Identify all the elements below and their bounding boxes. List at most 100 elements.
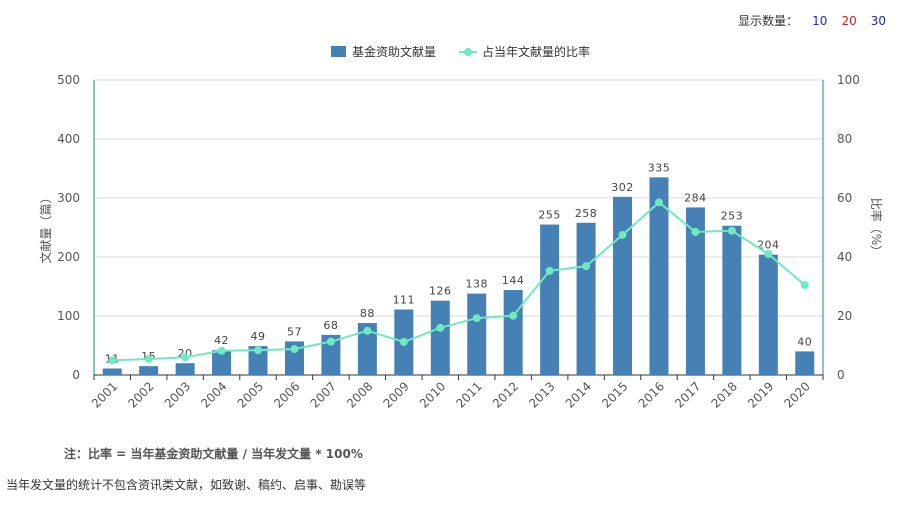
y2-tick-label: 80 <box>837 132 852 146</box>
bar-value-label: 253 <box>721 210 744 223</box>
ratio-point <box>144 355 153 364</box>
x-tick-label: 2018 <box>708 379 739 410</box>
y2-axis-title: 比率（%） <box>869 198 884 257</box>
ratio-point <box>290 345 299 354</box>
y-tick-label: 300 <box>57 191 80 205</box>
bar-value-label: 258 <box>575 207 598 220</box>
y2-tick-label: 100 <box>837 73 860 87</box>
bar-value-label: 204 <box>757 239 780 252</box>
formula-note: 注：比率 = 当年基金资助文献量 / 当年发文量 * 100% <box>64 447 363 461</box>
ratio-point <box>618 230 627 239</box>
x-tick-label: 2005 <box>235 379 266 410</box>
ratio-point <box>399 337 408 346</box>
y-tick-label: 200 <box>57 250 80 264</box>
legend-bar-label: 基金资助文献量 <box>352 44 436 59</box>
bar <box>758 254 778 375</box>
bar <box>248 346 268 375</box>
bar-value-label: 138 <box>465 278 488 291</box>
ratio-point <box>108 356 117 365</box>
x-tick-label: 2011 <box>453 379 484 410</box>
bar <box>613 196 633 375</box>
x-tick-label: 2015 <box>599 379 630 410</box>
bar <box>467 293 487 375</box>
x-tick-label: 2001 <box>89 379 120 410</box>
x-tick-label: 2013 <box>526 379 557 410</box>
bar <box>430 300 450 375</box>
bar <box>212 350 232 375</box>
y2-tick-label: 20 <box>837 309 852 323</box>
bar-value-label: 68 <box>323 319 338 332</box>
legend-line-marker <box>464 48 472 56</box>
y2-tick-label: 60 <box>837 191 852 205</box>
y2-tick-label: 40 <box>837 250 852 264</box>
bar-value-label: 284 <box>684 191 707 204</box>
ratio-point <box>181 353 190 362</box>
bar <box>540 224 560 375</box>
x-tick-label: 2006 <box>271 379 302 410</box>
bar <box>685 207 705 375</box>
y2-tick-label: 0 <box>837 368 845 382</box>
x-tick-label: 2014 <box>563 379 594 410</box>
ratio-point <box>654 198 663 207</box>
ratio-point <box>254 346 263 355</box>
ratio-point <box>217 346 226 355</box>
bar <box>649 177 669 375</box>
y-tick-label: 100 <box>57 309 80 323</box>
bar <box>139 366 159 375</box>
ratio-point <box>472 314 481 323</box>
display-count-label: 显示数量： <box>738 14 799 28</box>
bar-value-label: 40 <box>797 335 812 348</box>
y-axis-title: 文献量（篇） <box>38 191 53 263</box>
y-tick-label: 0 <box>72 368 80 382</box>
funding-chart: 0 100 200 300 400 500 0 20 40 60 80 100 2001 2002 2003… <box>38 44 884 411</box>
y-tick-label: 400 <box>57 132 80 146</box>
legend-bar-swatch <box>331 46 346 57</box>
x-tick-label: 2010 <box>417 379 448 410</box>
display-count-option-30[interactable]: 30 <box>870 13 886 28</box>
bar-value-label: 144 <box>502 274 525 287</box>
display-count-control: 显示数量： 10 20 30 <box>738 12 886 29</box>
bar-value-label: 111 <box>393 294 416 307</box>
bar <box>175 363 195 375</box>
bar <box>357 323 377 375</box>
bar <box>102 368 122 375</box>
x-tick-label: 2008 <box>344 379 375 410</box>
ratio-point <box>509 311 518 320</box>
x-tick-label: 2019 <box>745 379 776 410</box>
ratio-point <box>691 227 700 236</box>
x-tick-label: 2004 <box>198 379 229 410</box>
legend-line-label: 占当年文献量的比率 <box>482 44 590 59</box>
ratio-point <box>363 326 372 335</box>
x-tick-label: 2002 <box>125 379 156 410</box>
bar-value-label: 126 <box>429 285 452 298</box>
bar-value-label: 302 <box>611 181 634 194</box>
ratio-point <box>800 281 809 290</box>
ratio-point <box>545 266 554 275</box>
x-tick-label: 2003 <box>162 379 193 410</box>
ratio-point <box>582 262 591 271</box>
bar <box>722 225 742 375</box>
bar <box>503 290 523 375</box>
bar <box>321 334 341 375</box>
bar-value-label: 88 <box>360 307 375 320</box>
bar-value-label: 49 <box>251 330 266 343</box>
remark-note: 当年发文量的统计不包含资讯类文献，如致谢、稿约、启事、勘误等 <box>6 478 367 492</box>
ratio-point <box>436 323 445 332</box>
ratio-line <box>112 201 806 362</box>
x-tick-label: 2012 <box>490 379 521 410</box>
x-tick-label: 2007 <box>308 379 339 410</box>
x-tick-label: 2020 <box>781 379 812 410</box>
bar-value-label: 57 <box>287 325 302 338</box>
x-tick-label: 2016 <box>636 379 667 410</box>
bar <box>795 351 815 375</box>
display-count-option-10[interactable]: 10 <box>812 13 828 28</box>
ratio-point <box>727 226 736 235</box>
display-count-option-20[interactable]: 20 <box>841 13 857 28</box>
x-tick-label: 2017 <box>672 379 703 410</box>
bar <box>576 222 596 375</box>
bar-value-label: 42 <box>214 334 229 347</box>
ratio-point <box>764 250 773 259</box>
x-tick-label: 2009 <box>380 379 411 410</box>
bar-value-label: 335 <box>648 161 671 174</box>
y-tick-label: 500 <box>57 73 80 87</box>
